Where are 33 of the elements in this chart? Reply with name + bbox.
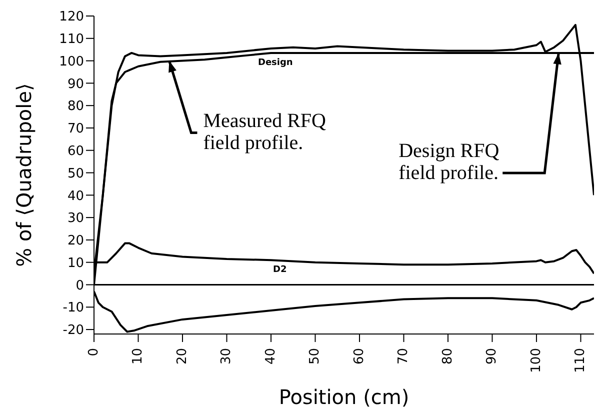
y-tick-label: 30 bbox=[67, 211, 84, 226]
y-tick-label: 0 bbox=[76, 278, 84, 294]
x-axis-title: Position (cm) bbox=[278, 385, 410, 409]
x-tick-label: 90 bbox=[484, 348, 500, 365]
annotation: Design bbox=[258, 58, 293, 68]
x-tick-label: 70 bbox=[396, 348, 412, 365]
x-tick-label: 40 bbox=[263, 348, 278, 365]
x-tick-label: 0 bbox=[86, 348, 102, 356]
annotation: D2 bbox=[272, 265, 287, 276]
y-tick-label: 100 bbox=[59, 54, 84, 70]
x-tick-label: 30 bbox=[219, 348, 234, 365]
annotation: Design RFQ field profile. bbox=[398, 140, 500, 184]
y-tick-label: -10 bbox=[62, 300, 84, 316]
x-tick-label: 80 bbox=[440, 348, 456, 365]
y-tick-label: 70 bbox=[67, 122, 84, 137]
x-tick-label: 50 bbox=[308, 348, 323, 365]
y-tick-label: 20 bbox=[67, 234, 84, 249]
y-tick-label: 40 bbox=[67, 188, 84, 204]
y-tick-label: 50 bbox=[67, 166, 84, 182]
y-tick-label: 110 bbox=[59, 32, 84, 48]
y-tick-label: -20 bbox=[62, 323, 84, 338]
y-tick-label: 10 bbox=[67, 256, 84, 271]
y-tick-label: 60 bbox=[67, 144, 84, 159]
annotation: Measured RFQ field profile. bbox=[203, 110, 327, 154]
x-tick-label: 100 bbox=[528, 348, 544, 373]
x-tick-label: 20 bbox=[174, 348, 190, 365]
y-tick-label: 80 bbox=[67, 99, 84, 114]
x-tick-label: 60 bbox=[352, 348, 367, 365]
y-tick-label: 90 bbox=[67, 76, 84, 92]
x-tick-label: 110 bbox=[573, 348, 588, 373]
y-axis-title: % of ⟨Quadrupole⟩ bbox=[12, 83, 36, 267]
x-tick-label: 10 bbox=[130, 348, 146, 365]
y-tick-label: 120 bbox=[59, 10, 84, 25]
